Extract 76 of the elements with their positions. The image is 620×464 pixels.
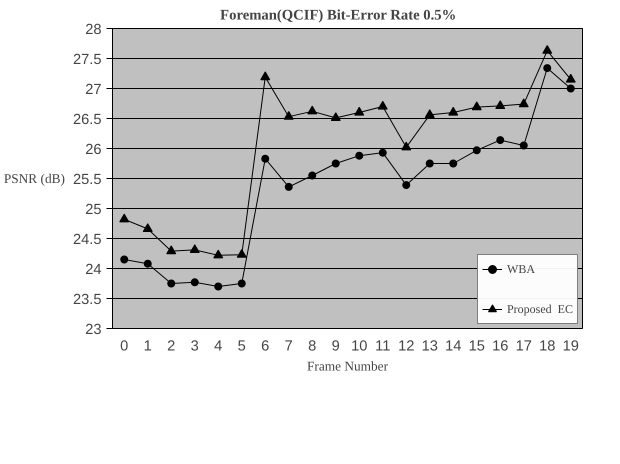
- chart-title: Foreman(QCIF) Bit-Error Rate 0.5%: [220, 8, 456, 24]
- point: [449, 160, 458, 168]
- y-tick-label: 28: [85, 22, 102, 38]
- point: [213, 250, 224, 258]
- point: [495, 100, 506, 109]
- point: [566, 74, 576, 83]
- point: [472, 101, 482, 110]
- y-tick-label: 27.5: [72, 52, 102, 68]
- point: [119, 214, 130, 222]
- x-tick-label: 11: [375, 338, 390, 354]
- point: [424, 109, 435, 118]
- x-tick-label: 17: [516, 338, 532, 354]
- x-tick-label: 14: [445, 338, 462, 354]
- point: [284, 111, 294, 120]
- point: [520, 142, 528, 150]
- x-tick-label: 18: [539, 338, 556, 354]
- x-tick-label: 16: [492, 338, 508, 354]
- point: [566, 84, 575, 92]
- point: [261, 154, 270, 163]
- point: [236, 249, 247, 258]
- point: [307, 106, 318, 114]
- y-tick-label: 25: [85, 202, 102, 218]
- y-tick-label: 27: [85, 82, 102, 98]
- point: [120, 256, 128, 264]
- point: [190, 278, 199, 286]
- x-tick-label: 7: [284, 338, 293, 354]
- point: [142, 223, 153, 232]
- x-tick-label: 12: [398, 338, 414, 354]
- x-tick-label: 1: [144, 338, 152, 354]
- point: [238, 280, 246, 288]
- point: [330, 112, 341, 121]
- point: [426, 160, 434, 168]
- point: [332, 160, 340, 168]
- legend-label: Proposed EC: [507, 302, 573, 316]
- x-tick-label: 10: [351, 338, 368, 354]
- x-tick-label: 4: [214, 338, 222, 354]
- y-tick-label: 26.5: [72, 112, 102, 128]
- y-tick-label: 23.5: [72, 292, 102, 308]
- y-axis-title: PSNR (dB): [4, 171, 65, 186]
- x-tick-label: 19: [562, 338, 579, 354]
- point: [402, 181, 410, 190]
- x-tick-label: 9: [332, 338, 340, 354]
- x-tick-label: 6: [261, 338, 270, 354]
- x-tick-label: 5: [238, 338, 246, 354]
- point: [284, 182, 293, 191]
- point: [167, 280, 176, 288]
- point: [190, 244, 200, 253]
- x-tick-label: 0: [120, 338, 128, 354]
- point: [472, 146, 481, 154]
- y-tick-label: 25.5: [72, 172, 102, 188]
- point: [308, 172, 316, 180]
- point: [543, 64, 552, 72]
- y-tick-label: 26: [85, 142, 102, 158]
- y-tick-label: 24.5: [72, 232, 102, 248]
- point: [260, 71, 270, 80]
- x-tick-label: 15: [468, 338, 485, 354]
- x-tick-label: 3: [190, 338, 199, 354]
- point: [496, 136, 504, 144]
- x-axis-title: Frame Number: [306, 358, 389, 374]
- x-tick-label: 8: [308, 338, 316, 354]
- point: [518, 98, 529, 108]
- x-tick-label: 13: [422, 338, 438, 354]
- point: [354, 106, 364, 116]
- y-tick-label: 24: [85, 262, 102, 278]
- point: [542, 45, 552, 54]
- point: [448, 106, 458, 116]
- point: [401, 142, 412, 150]
- point: [166, 245, 176, 254]
- point: [378, 148, 387, 157]
- legend-label: WBA: [507, 262, 535, 276]
- point: [144, 260, 152, 268]
- x-tick-label: 2: [167, 338, 176, 354]
- point: [214, 282, 222, 290]
- point: [378, 100, 388, 110]
- point: [355, 152, 364, 160]
- y-tick-label: 23: [85, 322, 102, 338]
